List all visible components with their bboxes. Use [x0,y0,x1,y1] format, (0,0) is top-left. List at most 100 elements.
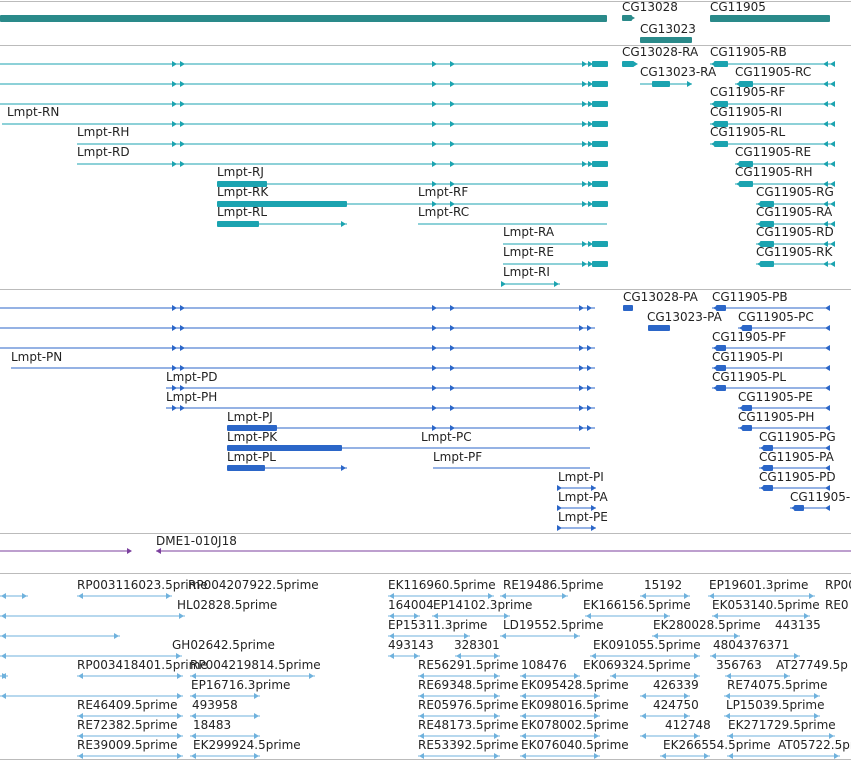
est-label[interactable]: EP14102.3prime [433,598,533,612]
transcript-label[interactable]: CG11905-RA [756,205,833,219]
transcript-label[interactable]: CG11905-RE [735,145,812,159]
gene-label-cg13028[interactable]: CG13028 [622,0,678,14]
exon-block[interactable] [739,161,753,167]
exon-block[interactable] [227,465,265,471]
transcript-label[interactable]: CG11905-RD [756,225,834,239]
protein-label[interactable]: Lmpt-PN [11,350,63,364]
protein-label[interactable]: Lmpt-PC [421,430,472,444]
exon-block[interactable] [760,221,774,227]
protein-label[interactable]: CG13023-PA [647,310,722,324]
protein-label[interactable]: Lmpt-PI [558,470,604,484]
est-label[interactable]: EP16716.3prime [191,678,291,692]
exon-block[interactable] [652,81,670,87]
exon-block[interactable] [716,305,726,311]
est-label[interactable]: 493143 [388,638,434,652]
transcript-label[interactable]: CG11905-RG [756,185,834,199]
exon-block[interactable] [760,261,774,267]
est-label[interactable]: RE19486.5prime [503,578,604,592]
transcript-label[interactable]: Lmpt-RF [418,185,469,199]
est-label[interactable]: 426339 [653,678,699,692]
transcript-label[interactable]: CG11905-RH [735,165,813,179]
est-label[interactable]: 412748 [665,718,711,732]
exon-block[interactable] [763,465,773,471]
est-label[interactable]: 15192 [644,578,683,592]
transcript-label[interactable]: CG11905-RB [710,45,787,59]
transcript-label[interactable]: Lmpt-RN [7,105,60,119]
transcript-label[interactable]: CG11905-RK [756,245,833,259]
protein-label[interactable]: CG11905-PI [712,350,783,364]
exon-block[interactable] [742,405,752,411]
est-label[interactable]: RP003116023.5prime [77,578,208,592]
transcript-label[interactable]: CG11905-RI [710,105,783,119]
exon-block[interactable] [592,261,608,267]
est-label[interactable]: 424750 [653,698,699,712]
protein-label[interactable]: Lmpt-PF [433,450,483,464]
transcript-label[interactable]: CG11905-RF [710,85,786,99]
est-label[interactable]: RE56291.5prime [418,658,519,672]
est-label[interactable]: RE74075.5prime [727,678,828,692]
exon-block[interactable] [716,365,726,371]
gene-bar[interactable] [0,15,607,22]
transcript-label[interactable]: Lmpt-RI [503,265,550,279]
est-label[interactable]: RP00 [825,578,851,592]
transcript-label[interactable]: Lmpt-RJ [217,165,264,179]
exon-block[interactable] [714,101,728,107]
est-label[interactable]: 493958 [192,698,238,712]
protein-label[interactable]: CG11905- [790,490,851,504]
transcript-label[interactable]: CG11905-RC [735,65,812,79]
est-label[interactable]: RE53392.5prime [418,738,519,752]
est-label[interactable]: RE05976.5prime [418,698,519,712]
protein-label[interactable]: CG11905-PA [759,450,834,464]
est-label[interactable]: RE39009.5prime [77,738,178,752]
est-label[interactable]: EK266554.5prime [663,738,771,752]
est-label[interactable]: AT27749.5p [776,658,848,672]
clone-label-dme1-010j18[interactable]: DME1-010J18 [156,534,237,548]
transcript-label[interactable]: Lmpt-RK [217,185,269,199]
est-label[interactable]: RE48173.5prime [418,718,519,732]
gene-label-cg11905[interactable]: CG11905 [710,0,766,14]
protein-label[interactable]: CG11905-PE [738,390,813,404]
exon-block[interactable] [592,61,608,67]
est-label[interactable]: RE72382.5prime [77,718,178,732]
gene-bar[interactable] [622,15,632,21]
est-label[interactable]: EK076040.5prime [521,738,629,752]
exon-block[interactable] [227,425,277,431]
est-label[interactable]: 328301 [454,638,500,652]
est-label[interactable]: RP004219814.5prime [190,658,321,672]
est-label[interactable]: EK069324.5prime [583,658,691,672]
est-label[interactable]: EK271729.5prime [728,718,836,732]
exon-block[interactable] [794,505,804,511]
gene-bar[interactable] [710,15,830,22]
est-label[interactable]: 108476 [521,658,567,672]
exon-block[interactable] [217,201,347,207]
protein-label[interactable]: Lmpt-PH [166,390,218,404]
exon-block[interactable] [742,325,752,331]
est-label[interactable]: GH02642.5prime [172,638,275,652]
exon-block[interactable] [623,305,633,311]
est-label[interactable]: 443135 [775,618,821,632]
est-label[interactable]: 18483 [193,718,232,732]
exon-block[interactable] [760,241,774,247]
est-label[interactable]: EK091055.5prime [593,638,701,652]
gene-label-cg13023[interactable]: CG13023 [640,22,696,36]
protein-label[interactable]: CG11905-PG [759,430,836,444]
exon-block[interactable] [592,81,608,87]
transcript-label[interactable]: Lmpt-RE [503,245,554,259]
exon-block[interactable] [763,445,773,451]
exon-block[interactable] [742,425,752,431]
est-label[interactable]: 356763 [716,658,762,672]
exon-block[interactable] [592,181,608,187]
est-label[interactable]: EK166156.5prime [583,598,691,612]
protein-label[interactable]: CG11905-PD [759,470,836,484]
protein-label[interactable]: Lmpt-PL [227,450,276,464]
est-label[interactable]: LP15039.5prime [726,698,825,712]
exon-block[interactable] [592,161,608,167]
est-label[interactable]: EK053140.5prime [712,598,820,612]
protein-label[interactable]: CG11905-PC [738,310,814,324]
est-label[interactable]: EP15311.3prime [388,618,488,632]
est-label[interactable]: EK299924.5prime [193,738,301,752]
transcript-label[interactable]: Lmpt-RL [217,205,268,219]
est-label[interactable]: LD19552.5prime [503,618,604,632]
protein-label[interactable]: CG11905-PH [738,410,815,424]
est-label[interactable]: RP004207922.5prime [188,578,319,592]
